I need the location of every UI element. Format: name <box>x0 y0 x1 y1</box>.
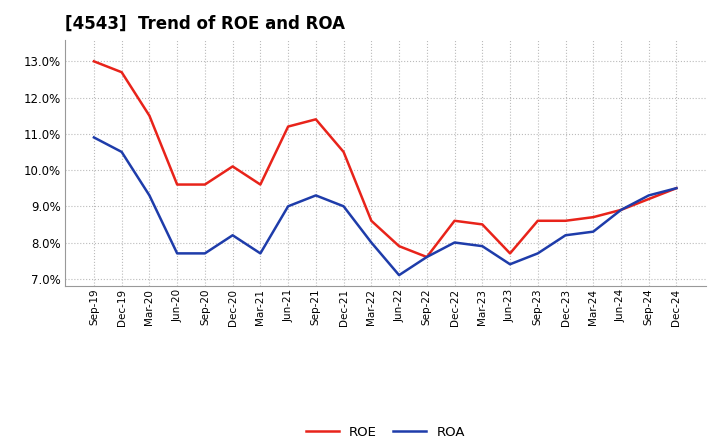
ROA <box>672 186 681 191</box>
Line: ROE: ROE <box>94 61 677 257</box>
Text: [4543]  Trend of ROE and ROA: [4543] Trend of ROE and ROA <box>65 15 345 33</box>
ROA <box>228 233 237 238</box>
ROE <box>367 218 376 224</box>
ROE <box>312 117 320 122</box>
ROA <box>478 243 487 249</box>
ROE <box>616 207 625 213</box>
ROA <box>395 272 403 278</box>
ROE <box>478 222 487 227</box>
ROA <box>534 251 542 256</box>
ROE <box>505 251 514 256</box>
ROA <box>367 240 376 245</box>
ROE <box>117 70 126 75</box>
ROA <box>117 149 126 154</box>
ROA <box>201 251 210 256</box>
Legend: ROE, ROA: ROE, ROA <box>300 421 470 440</box>
ROE <box>228 164 237 169</box>
ROE <box>201 182 210 187</box>
ROA <box>284 204 292 209</box>
ROA <box>423 254 431 260</box>
ROA <box>616 207 625 213</box>
ROA <box>644 193 653 198</box>
ROE <box>173 182 181 187</box>
ROE <box>256 182 265 187</box>
Line: ROA: ROA <box>94 137 677 275</box>
ROE <box>534 218 542 224</box>
ROE <box>672 186 681 191</box>
ROE <box>423 254 431 260</box>
ROA <box>339 204 348 209</box>
ROE <box>89 59 98 64</box>
ROE <box>450 218 459 224</box>
ROE <box>589 215 598 220</box>
ROA <box>312 193 320 198</box>
ROE <box>644 196 653 202</box>
ROA <box>505 262 514 267</box>
ROA <box>145 193 154 198</box>
ROE <box>395 243 403 249</box>
ROA <box>589 229 598 234</box>
ROE <box>145 113 154 118</box>
ROA <box>450 240 459 245</box>
ROE <box>561 218 570 224</box>
ROA <box>89 135 98 140</box>
ROA <box>561 233 570 238</box>
ROE <box>284 124 292 129</box>
ROA <box>173 251 181 256</box>
ROE <box>339 149 348 154</box>
ROA <box>256 251 265 256</box>
